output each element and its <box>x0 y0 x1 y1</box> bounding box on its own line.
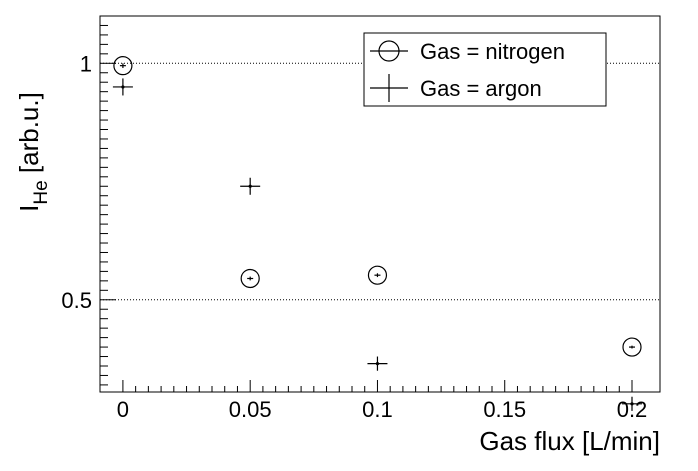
nitrogen-point <box>622 337 642 357</box>
nitrogen-point <box>113 56 133 76</box>
y-axis-title-sub: He <box>31 180 52 204</box>
y-axis-ticks <box>100 15 116 386</box>
legend: Gas = nitrogen Gas = argon <box>363 32 607 107</box>
legend-label-nitrogen: Gas = nitrogen <box>420 39 565 64</box>
y-tick-label: 1 <box>80 51 92 76</box>
argon-point <box>112 78 133 96</box>
argon-point <box>240 177 261 195</box>
x-axis-ticks <box>122 380 633 392</box>
x-tick-labels: 0 0.05 0.1 0.15 0.2 <box>117 397 648 422</box>
plot-frame <box>99 15 661 393</box>
legend-box <box>363 32 607 107</box>
x-tick-label: 0 <box>117 397 129 422</box>
legend-label-argon: Gas = argon <box>420 76 542 101</box>
cross-center-dot <box>248 184 252 188</box>
open-circle-marker <box>240 268 260 289</box>
open-circle-marker <box>367 265 388 285</box>
y-tick-labels: 0.51 <box>61 51 92 312</box>
y-tick-label: 0.5 <box>61 288 92 313</box>
data-points <box>112 56 642 411</box>
nitrogen-point <box>240 268 260 289</box>
argon-point <box>622 396 642 411</box>
cross-center-dot <box>375 362 380 366</box>
x-tick-label: 0.15 <box>483 397 526 422</box>
x-axis-title: Gas flux [L/min] <box>479 426 660 456</box>
cross-center-dot <box>121 85 125 89</box>
cross-center-dot <box>630 402 634 406</box>
y-axis-title-main: I <box>14 205 44 212</box>
y-axis-title: IHe [arb.u.] <box>14 92 52 212</box>
x-tick-label: 0.1 <box>362 397 393 422</box>
y-axis-title-unit: [arb.u.] <box>14 92 44 180</box>
open-circle-marker <box>622 337 642 357</box>
nitrogen-point <box>367 265 388 285</box>
argon-point <box>367 356 388 371</box>
x-tick-label: 0.05 <box>229 397 272 422</box>
svg-text:IHe [arb.u.]: IHe [arb.u.] <box>14 92 52 212</box>
open-circle-marker <box>113 56 133 76</box>
